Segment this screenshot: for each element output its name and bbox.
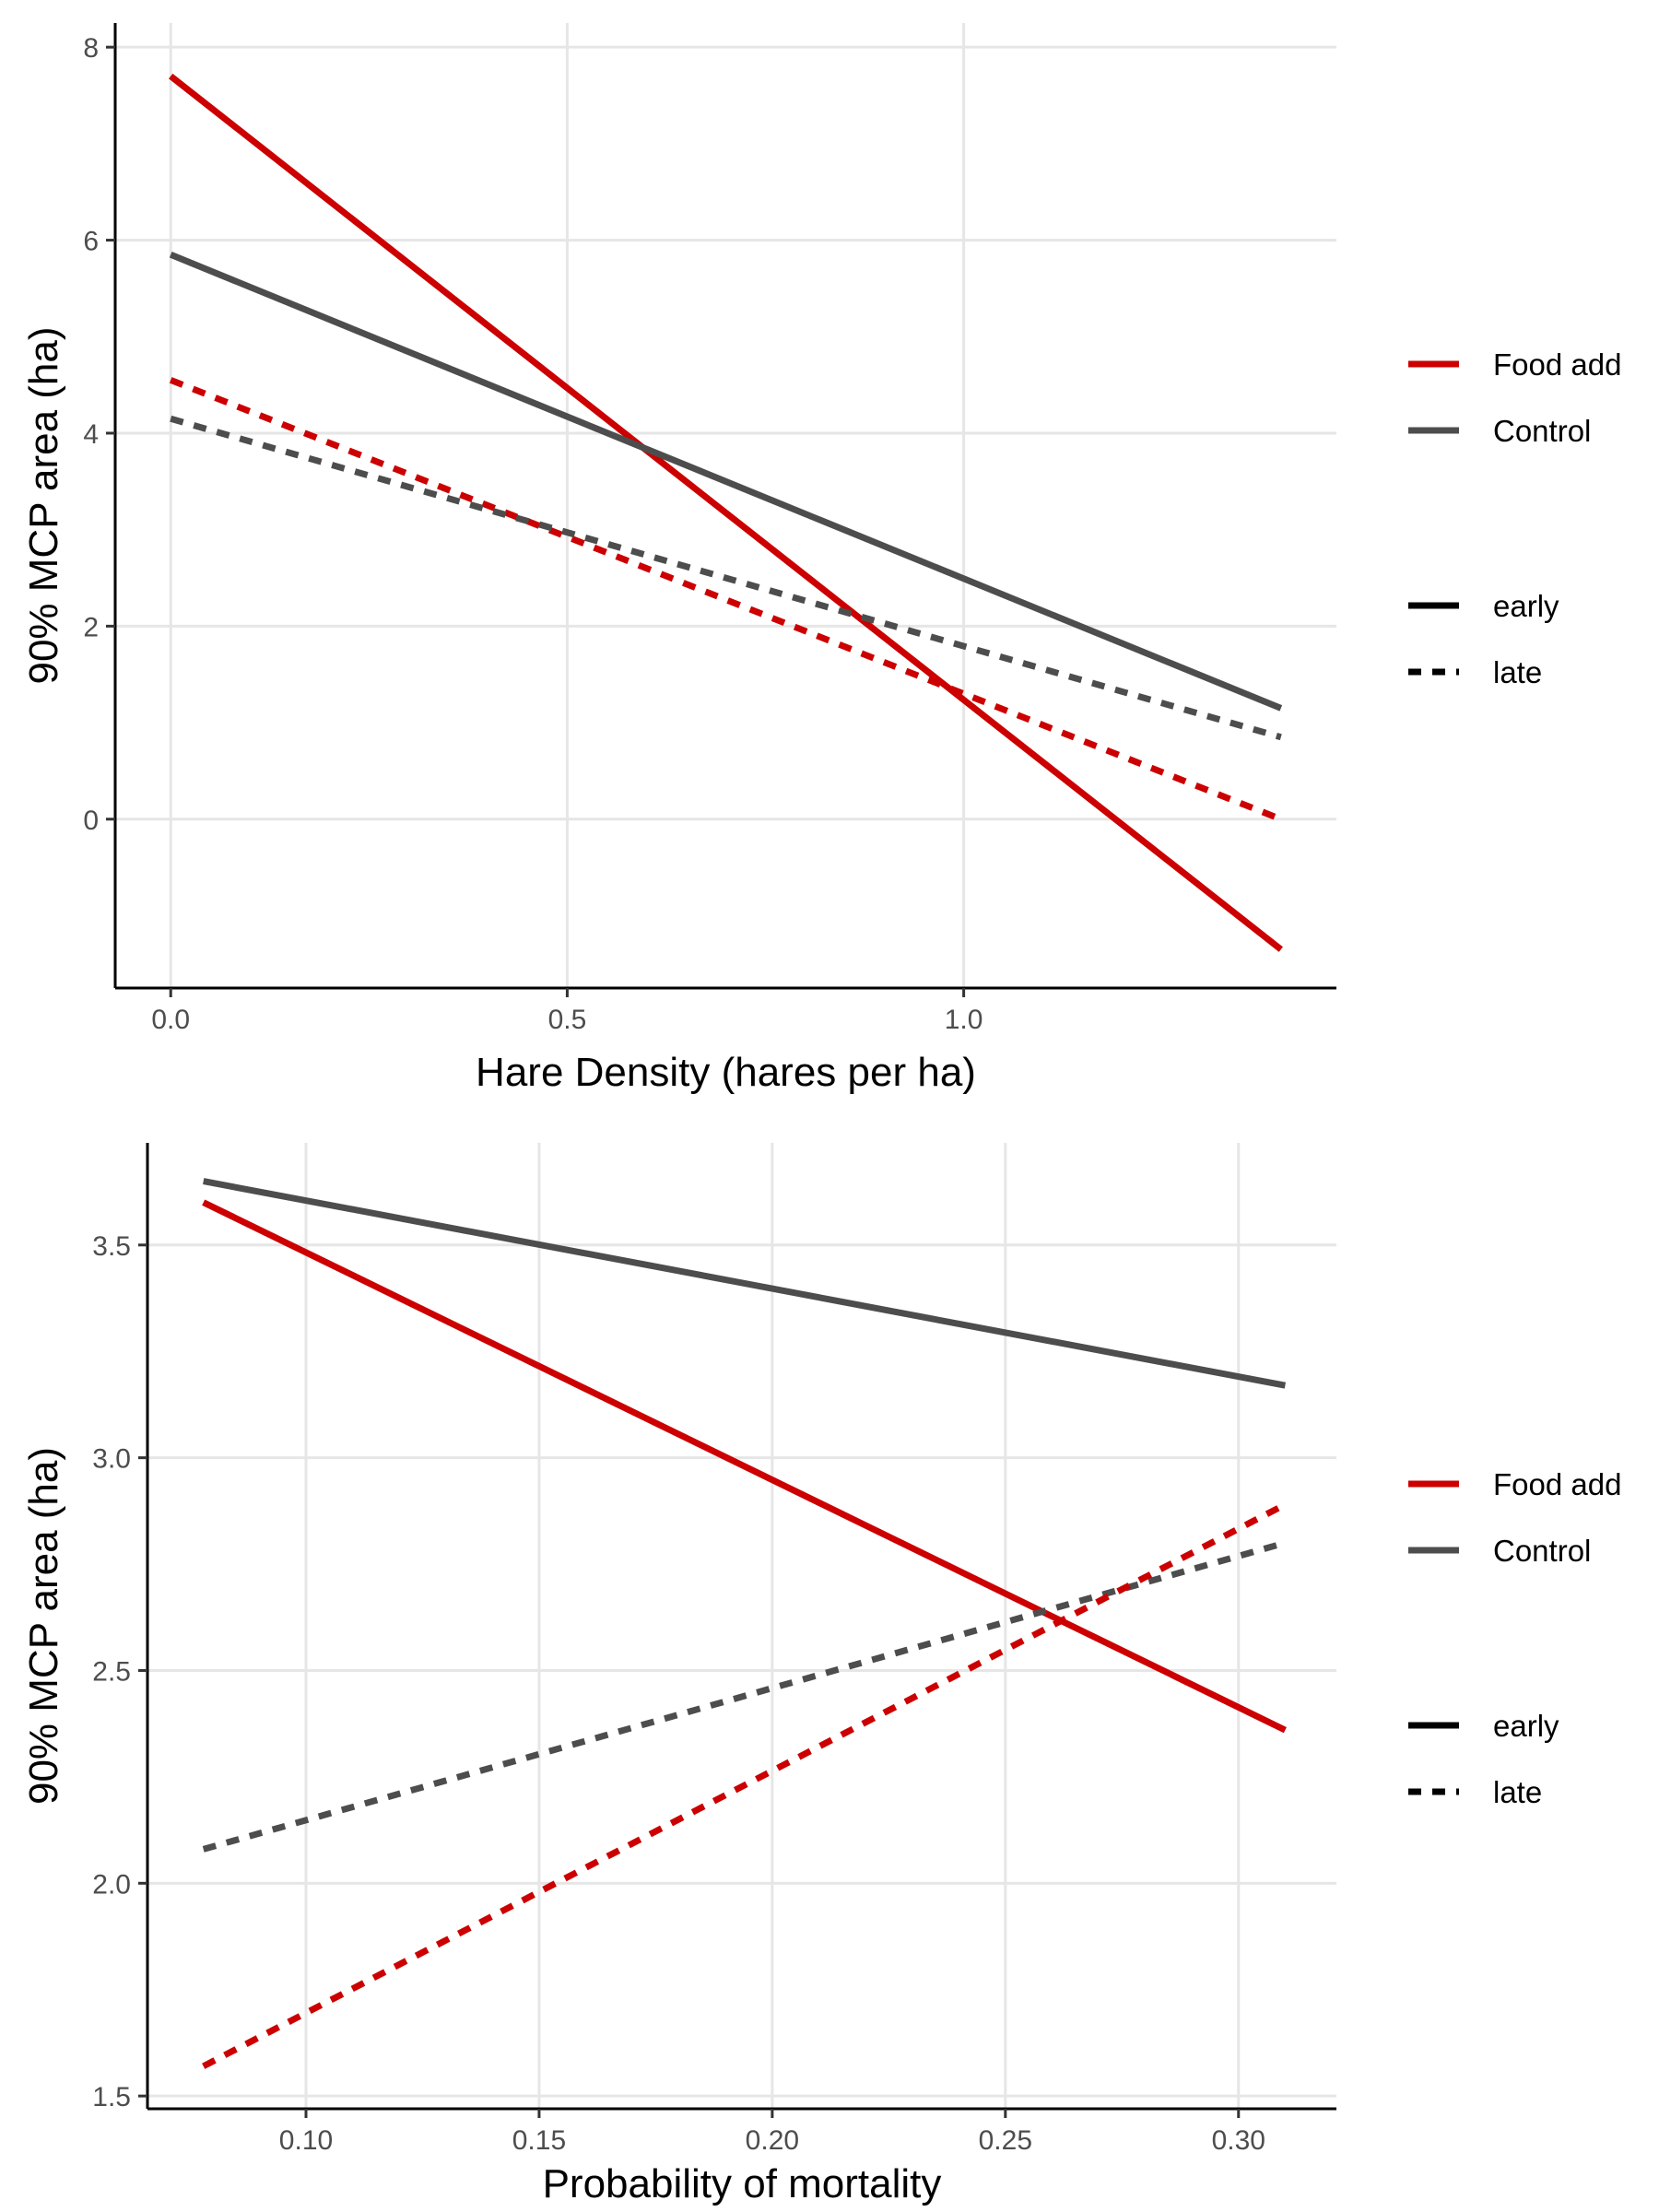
legend-label: early xyxy=(1493,1709,1559,1743)
y-tick-label: 2.0 xyxy=(92,1869,131,1900)
legend-label: early xyxy=(1493,589,1559,623)
legend-label: Food add xyxy=(1493,1467,1621,1501)
x-tick-label: 0.0 xyxy=(151,1005,190,1035)
y-axis-title: 90% MCP area (ha) xyxy=(21,326,66,684)
x-tick-label: 0.30 xyxy=(1212,2125,1265,2156)
series-line-control-early xyxy=(203,1178,1287,1389)
legend-label: Food add xyxy=(1493,347,1621,382)
x-axis-title: Hare Density (hares per ha) xyxy=(476,1050,976,1095)
legend-label: late xyxy=(1493,655,1542,689)
panel-hare-density: 0 2 4 6 8 0.0 0.5 1.0 Hare Density (hares per ha… xyxy=(21,23,1621,1095)
y-tick-label: 4 xyxy=(83,419,99,450)
series-line-food-add-late xyxy=(169,377,1283,823)
y-tick-label: 3.0 xyxy=(92,1444,131,1475)
series-line-food-add-late xyxy=(202,1501,1288,2069)
x-tick-label: 0.5 xyxy=(548,1005,587,1035)
legend-label: Control xyxy=(1493,414,1591,448)
legend-label: Control xyxy=(1493,1534,1591,1568)
x-tick-label: 0.15 xyxy=(512,2125,566,2156)
y-tick-label: 2 xyxy=(83,612,99,642)
legend-linetype: early late xyxy=(1408,1709,1559,1809)
y-tick-label: 2.5 xyxy=(92,1656,131,1687)
legend-label: late xyxy=(1493,1775,1542,1809)
x-tick-label: 0.20 xyxy=(746,2125,799,2156)
series-line-food-add-early xyxy=(169,73,1283,952)
series-line-control-early xyxy=(169,252,1283,712)
x-tick-label: 0.10 xyxy=(279,2125,333,2156)
y-tick-label: 1.5 xyxy=(92,2082,131,2112)
y-tick-label: 3.5 xyxy=(92,1231,131,1262)
y-tick-label: 8 xyxy=(83,33,99,64)
y-tick-label: 6 xyxy=(83,227,99,257)
legend-color: Food add Control xyxy=(1408,347,1621,448)
series-line-food-add-early xyxy=(202,1199,1287,1734)
y-axis-title: 90% MCP area (ha) xyxy=(21,1447,66,1805)
y-tick-label: 0 xyxy=(83,806,99,836)
legend-color: Food add Control xyxy=(1408,1467,1621,1568)
series-line-control-late xyxy=(170,415,1282,741)
x-tick-label: 1.0 xyxy=(945,1005,983,1035)
x-tick-label: 0.25 xyxy=(979,2125,1032,2156)
x-axis-title: Probability of mortality xyxy=(543,2161,942,2206)
panel-probability-of-mortality: 1.5 2.0 2.5 3.0 3.5 0.10 0.15 0.20 0.25 0.30 Proba… xyxy=(21,1143,1621,2206)
legend-linetype: early late xyxy=(1408,589,1559,689)
series-line-control-late xyxy=(202,1539,1287,1853)
